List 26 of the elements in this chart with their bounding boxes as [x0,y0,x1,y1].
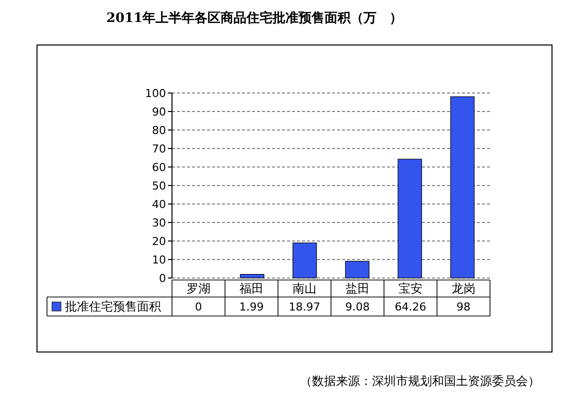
y-tick-label: 30 [152,216,166,230]
chart-title: 2011年上半年各区商品住宅批准预售面积（万 ） [106,10,403,26]
data-label: 98 [456,300,470,314]
x-tick-label: 盐田 [346,282,370,296]
x-tick-label: 罗湖 [186,282,210,296]
y-tick-label: 40 [152,198,166,211]
y-tick-label: 90 [152,105,166,118]
x-tick-label: 福田 [240,282,264,296]
data-label: 64.26 [394,300,426,314]
y-tick-label: 70 [152,142,166,156]
y-tick-label: 0 [159,272,166,285]
legend-label: 批准住宅预售面积 [65,300,161,314]
text: （数据来源：深圳市规划和国土资源委员会） [300,374,540,388]
data-label: 0 [195,300,202,314]
y-tick-label: 10 [152,253,166,266]
x-tick-label: 南山 [292,282,316,296]
x-tick-label: 宝安 [398,282,422,296]
y-tick-label: 50 [152,179,166,192]
data-label: 9.08 [345,300,370,314]
x-tick-label: 龙岗 [452,282,476,296]
y-tick-label: 60 [152,160,166,174]
data-label: 1.99 [239,300,264,314]
y-tick-label: 20 [152,234,166,248]
data-label: 18.97 [288,300,320,314]
y-tick-label: 100 [145,86,166,100]
y-tick-label: 80 [152,124,166,137]
